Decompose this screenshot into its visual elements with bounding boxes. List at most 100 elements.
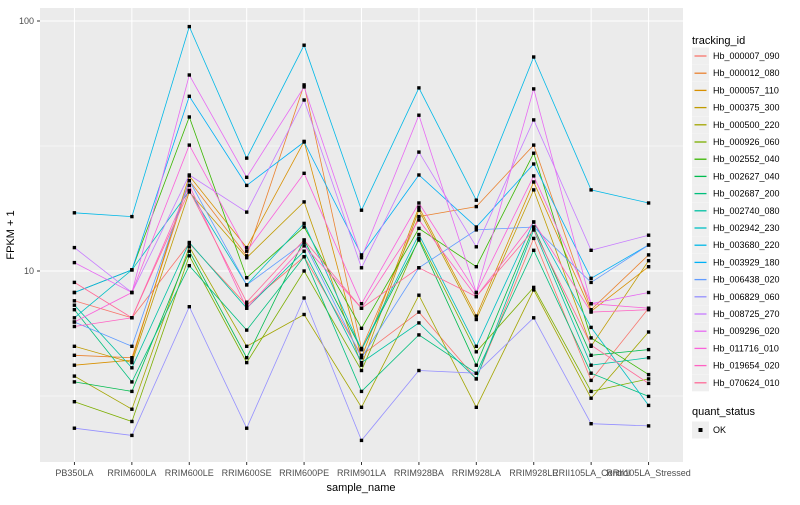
data-point (589, 336, 593, 340)
data-point (532, 174, 536, 178)
legend-item-label: Hb_003680_220 (713, 240, 780, 250)
data-point (245, 210, 249, 214)
data-point (245, 276, 249, 280)
data-point (359, 405, 364, 409)
data-point (532, 228, 536, 232)
data-point (532, 151, 536, 155)
data-point (187, 264, 191, 268)
data-point (187, 73, 191, 77)
data-point (589, 378, 593, 383)
data-point (130, 366, 134, 370)
x-tick-label: RRIM600LE (165, 468, 214, 478)
legend-item-label: Hb_002942_230 (713, 223, 780, 233)
data-point (474, 371, 478, 375)
data-point (589, 188, 593, 192)
data-point (417, 173, 421, 177)
data-point (130, 344, 134, 348)
data-point (130, 360, 134, 365)
legend-item-label: Hb_002687_200 (713, 189, 780, 199)
data-point (417, 113, 421, 117)
data-point (187, 245, 191, 249)
data-point (245, 175, 249, 179)
data-point (646, 243, 651, 247)
data-point (245, 283, 249, 287)
data-point (589, 353, 593, 357)
data-point (302, 255, 306, 259)
data-point (72, 280, 77, 285)
data-point (474, 363, 478, 367)
data-point (187, 173, 191, 177)
data-point (417, 226, 421, 231)
data-point (417, 150, 421, 154)
data-point (474, 405, 478, 409)
data-point (72, 316, 77, 320)
data-point (359, 208, 364, 212)
data-point (187, 188, 191, 193)
data-point (532, 162, 536, 166)
legend-item-Hb_009296_020: Hb_009296_020 (692, 322, 780, 340)
data-point (417, 86, 421, 90)
data-point (359, 389, 364, 394)
data-point (474, 344, 478, 348)
data-point (130, 268, 134, 272)
data-point (646, 424, 651, 428)
data-point (532, 87, 536, 91)
data-point (474, 228, 478, 232)
data-point (474, 225, 478, 229)
legend-item-Hb_002627_040: Hb_002627_040 (692, 167, 780, 185)
data-point (72, 344, 77, 348)
data-point (532, 248, 536, 252)
data-point (646, 403, 651, 408)
series-points (72, 24, 651, 443)
legend-item-Hb_003929_180: Hb_003929_180 (692, 253, 780, 271)
data-point (187, 249, 191, 253)
ok-marker-icon (698, 428, 703, 432)
data-point (302, 249, 306, 253)
data-point (187, 143, 191, 147)
data-point (417, 205, 421, 209)
data-point (474, 377, 478, 381)
legend-item-Hb_006829_060: Hb_006829_060 (692, 288, 780, 306)
y-tick-labels: 100 10 (19, 16, 34, 276)
legend-item-Hb_019654_020: Hb_019654_020 (692, 357, 780, 375)
data-point (72, 353, 77, 357)
data-point (72, 363, 77, 367)
data-point (359, 353, 364, 357)
axis-ticks (37, 20, 650, 465)
data-point (646, 201, 651, 205)
data-point (646, 394, 651, 399)
legend-item-label: Hb_000007_090 (713, 51, 780, 61)
data-point (302, 140, 306, 144)
data-point (589, 371, 593, 375)
legend2-item-label: OK (713, 425, 726, 435)
legend-item-Hb_002552_040: Hb_002552_040 (692, 150, 780, 168)
data-point (245, 156, 249, 160)
data-point (72, 380, 77, 384)
data-point (187, 178, 191, 183)
legend-item-Hb_011716_010: Hb_011716_010 (692, 339, 779, 357)
data-point (646, 259, 651, 263)
data-point (589, 280, 593, 285)
data-point (245, 328, 249, 332)
x-tick-label: PB350LA (55, 468, 93, 478)
legend-item-label: Hb_070624_010 (713, 378, 780, 388)
x-tick-label: RRIM600LA (107, 468, 156, 478)
legend-item-Hb_000500_220: Hb_000500_220 (692, 116, 780, 134)
data-point (302, 43, 306, 47)
data-point (245, 360, 249, 365)
data-point (646, 265, 651, 269)
data-point (646, 377, 651, 381)
data-point (245, 254, 249, 258)
legend-item-label: Hb_000012_080 (713, 68, 780, 78)
data-point (72, 260, 77, 265)
data-point (474, 290, 478, 295)
data-point (417, 218, 421, 222)
data-point (417, 214, 421, 219)
data-point (130, 407, 134, 411)
data-point (589, 422, 593, 426)
data-point (245, 183, 249, 188)
data-point (72, 290, 77, 295)
data-point (72, 426, 77, 430)
data-point (474, 265, 478, 269)
